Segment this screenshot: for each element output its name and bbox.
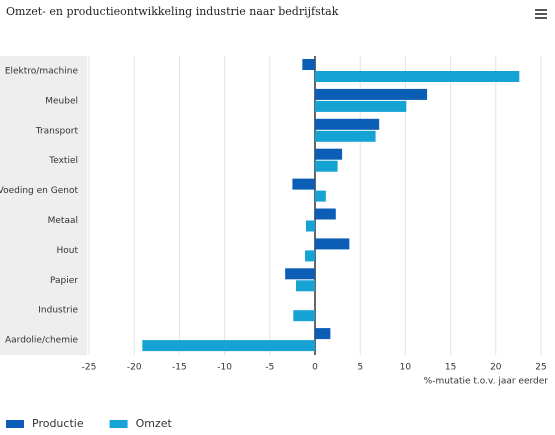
x-tick-label: -5 (265, 363, 274, 373)
legend-label[interactable]: Productie (32, 417, 84, 430)
bar (315, 88, 428, 100)
x-tick-label: -25 (82, 363, 97, 373)
x-tick-label: 10 (400, 363, 412, 373)
y-tick-label: Textiel (48, 156, 78, 166)
bar (315, 238, 350, 250)
x-tick-label: 15 (445, 363, 456, 373)
bar (285, 268, 315, 280)
bar (315, 100, 407, 112)
bar (315, 148, 343, 160)
x-tick-label: 25 (535, 363, 546, 373)
x-tick-label: 20 (490, 363, 502, 373)
bar (302, 59, 315, 70)
bar (315, 130, 376, 142)
bar (305, 250, 315, 262)
x-tick-label: -20 (127, 363, 142, 373)
x-tick-label: 5 (357, 363, 363, 373)
bar (315, 71, 520, 82)
bar (315, 328, 331, 340)
bar (292, 178, 315, 190)
bar (293, 310, 315, 322)
bar (142, 340, 315, 352)
x-tick-label: -15 (172, 363, 187, 373)
category-panel (0, 56, 87, 355)
y-tick-label: Voeding en Genot (0, 186, 78, 196)
y-tick-label: Aardolie/chemie (5, 336, 78, 346)
menu-icon[interactable] (535, 9, 547, 19)
y-tick-label: Transport (35, 126, 79, 136)
bar (315, 190, 326, 202)
legend-swatch[interactable] (109, 420, 128, 428)
y-tick-label: Hout (56, 246, 78, 256)
x-tick-label: 0 (312, 363, 318, 373)
y-tick-label: Papier (50, 276, 78, 286)
chart-title: Omzet- en productieontwikkeling industri… (6, 5, 339, 18)
legend-label[interactable]: Omzet (136, 417, 173, 430)
y-tick-label: Metaal (48, 216, 78, 226)
bar (296, 280, 315, 292)
y-tick-label: Industrie (38, 306, 78, 316)
bar (315, 118, 380, 130)
bar (315, 160, 338, 172)
y-tick-label: Elektro/machine (5, 66, 79, 76)
legend-swatch[interactable] (6, 420, 24, 428)
bar (315, 208, 336, 220)
x-axis-label: %-mutatie t.o.v. jaar eerder (424, 377, 549, 387)
bar (305, 220, 315, 232)
x-tick-label: -10 (217, 363, 232, 373)
y-tick-label: Meubel (45, 96, 78, 106)
